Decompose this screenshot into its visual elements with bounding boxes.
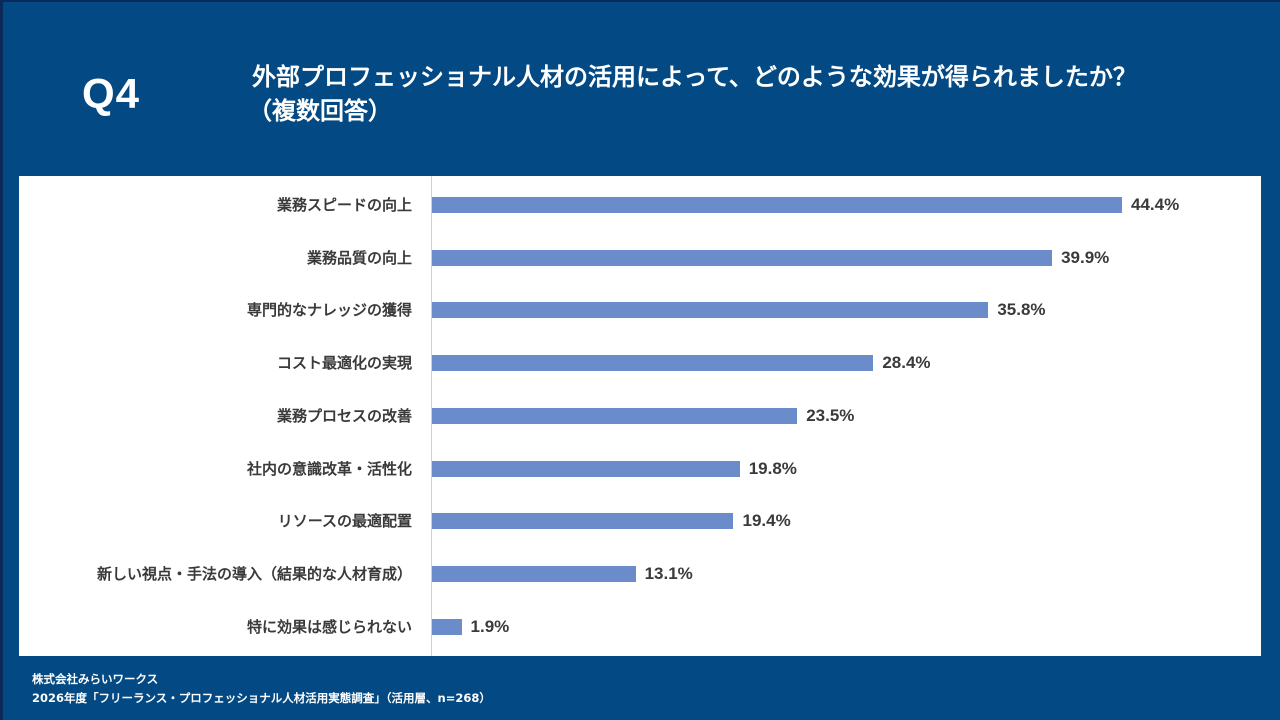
footer-company: 株式会社みらいワークス bbox=[32, 672, 159, 686]
frame-top-border bbox=[0, 0, 1280, 2]
bar bbox=[432, 355, 874, 372]
chart-panel: 業務スピードの向上 44.4% 業務品質の向上 39.9% 専門的なナレッジの獲得 35.… bbox=[19, 176, 1261, 656]
category-label: 専門的なナレッジの獲得 bbox=[246, 301, 412, 320]
bar-value-label: 23.5% bbox=[806, 405, 855, 425]
bar bbox=[432, 460, 740, 477]
question-number: Q4 bbox=[82, 70, 141, 117]
question-title-line1: 外部プロフェッショナル人材の活用によって、どのような効果が得られましたか？ bbox=[252, 63, 1137, 91]
bar-value-label: 1.9% bbox=[470, 616, 510, 636]
bar bbox=[432, 513, 734, 530]
question-title-line2: （複数回答） bbox=[248, 97, 392, 125]
category-label: 業務スピードの向上 bbox=[276, 196, 412, 214]
category-axis-line bbox=[431, 176, 432, 656]
footer: 株式会社みらいワークス 2026年度「フリーランス・プロフェッショナル人材活用実… bbox=[32, 670, 491, 708]
bar bbox=[432, 197, 1122, 213]
bar bbox=[432, 249, 1053, 266]
bar bbox=[432, 565, 636, 582]
category-label: リソースの最適配置 bbox=[277, 512, 412, 531]
bar-value-label: 35.8% bbox=[997, 300, 1046, 320]
category-label: 社内の意識改革・活性化 bbox=[246, 459, 412, 478]
bar bbox=[432, 618, 462, 635]
bar-value-label: 28.4% bbox=[882, 353, 931, 373]
bar-value-label: 19.4% bbox=[742, 511, 791, 531]
category-label: 特に効果は感じられない bbox=[246, 617, 412, 636]
footer-source: 2026年度「フリーランス・プロフェッショナル人材活用実態調査」（活用層、n=2… bbox=[32, 691, 491, 705]
category-label: 新しい視点・手法の導入（結果的な人材育成） bbox=[96, 564, 412, 583]
category-label: 業務品質の向上 bbox=[306, 248, 412, 267]
bar-value-label: 39.9% bbox=[1061, 247, 1110, 267]
bar-value-label: 13.1% bbox=[644, 563, 693, 583]
bar bbox=[432, 302, 989, 319]
question-title: 外部プロフェッショナル人材の活用によって、どのような効果が得られましたか？ （複… bbox=[248, 60, 1232, 128]
frame-left-border bbox=[0, 0, 3, 720]
category-label: コスト最適化の実現 bbox=[276, 354, 412, 373]
bar-value-label: 19.8% bbox=[748, 458, 797, 478]
bar-value-label: 44.4% bbox=[1131, 195, 1180, 214]
bar bbox=[432, 407, 798, 424]
category-label: 業務プロセスの改善 bbox=[276, 406, 412, 425]
